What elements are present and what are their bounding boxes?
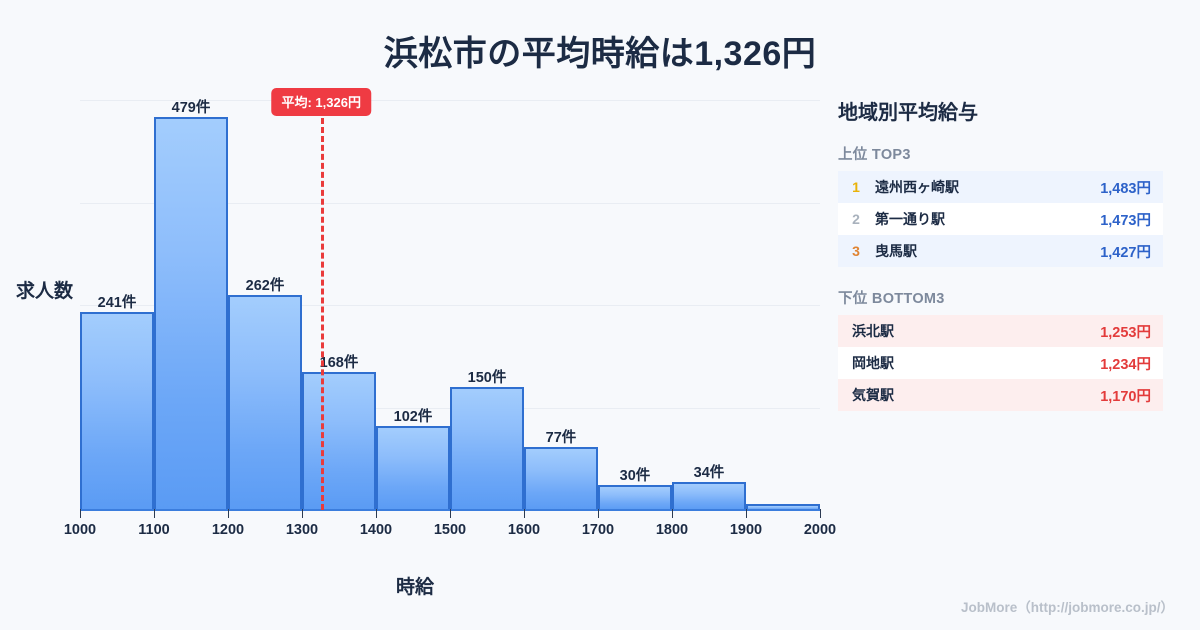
station-wage-value: 1,234円: [1100, 356, 1151, 373]
top3-section-label: 上位 TOP3: [838, 147, 911, 163]
page-title: 浜松市の平均時給は1,326円: [383, 35, 817, 73]
table-row[interactable]: 1 遠州西ヶ崎駅 1,483円: [838, 171, 1163, 203]
x-axis-tick: [450, 509, 451, 518]
x-axis-tick-label: 1200: [211, 522, 245, 538]
station-name: 遠州西ヶ崎駅: [875, 179, 959, 195]
x-axis-tick: [302, 509, 303, 518]
bar-value-label: 34件: [693, 465, 725, 482]
x-axis-title: 時給: [395, 577, 434, 598]
bar: [598, 485, 672, 510]
station-wage-value: 1,253円: [1100, 324, 1151, 341]
bar-value-label: 479件: [171, 100, 211, 117]
x-axis-tick: [672, 509, 673, 518]
x-axis-tick: [80, 509, 81, 518]
bar-value-label: 168件: [319, 355, 359, 372]
station-wage-value: 1,483円: [1100, 180, 1151, 197]
bottom3-table: 浜北駅 1,253円岡地駅 1,234円気賀駅 1,170円: [838, 315, 1163, 411]
station-wage-value: 1,427円: [1100, 244, 1151, 261]
bar: [80, 312, 154, 510]
x-axis-tick-label: 1500: [433, 522, 467, 538]
rank-number: 3: [852, 243, 860, 259]
gridline: [80, 100, 820, 101]
bar-value-label: 77件: [545, 429, 577, 446]
sidebar-title: 地域別平均給与: [838, 102, 978, 124]
bar: [450, 387, 524, 510]
x-axis-tick: [820, 509, 821, 518]
x-axis-tick-label: 1800: [655, 522, 689, 538]
table-row[interactable]: 気賀駅 1,170円: [838, 379, 1163, 411]
station-name: 曳馬駅: [875, 243, 917, 259]
bottom3-section-label: 下位 BOTTOM3: [838, 291, 945, 307]
bar-value-label: 30件: [619, 468, 651, 485]
average-wage-line: [321, 118, 325, 510]
x-axis-tick-label: 1900: [729, 522, 763, 538]
rank-number: 1: [852, 179, 860, 195]
average-wage-badge: 平均: 1,326円: [271, 88, 371, 116]
y-axis-title: 求人数: [16, 281, 74, 302]
x-axis-tick: [376, 509, 377, 518]
footer-watermark: JobMore（http://jobmore.co.jp/）: [961, 600, 1174, 615]
x-axis-tick: [746, 509, 747, 518]
bar-value-label: 150件: [467, 370, 507, 386]
x-axis-tick-label: 1000: [63, 522, 97, 538]
x-axis-tick-label: 1400: [359, 522, 393, 538]
station-wage-value: 1,170円: [1100, 388, 1151, 405]
table-row[interactable]: 浜北駅 1,253円: [838, 315, 1163, 347]
station-name: 第一通り駅: [875, 211, 945, 227]
station-wage-value: 1,473円: [1100, 212, 1151, 229]
bar: [376, 426, 450, 510]
gridline: [80, 202, 820, 204]
bar-value-label: 241件: [97, 295, 137, 312]
x-axis-tick-label: 1300: [285, 522, 319, 538]
plot-area: 241件 479件 262件 168件 102件 150件 77件 30件 34件 1000 110…: [64, 88, 836, 538]
bar: [228, 295, 302, 510]
station-name: 浜北駅: [852, 323, 894, 339]
x-axis-tick-label: 2000: [803, 522, 837, 538]
bar: [672, 482, 746, 510]
x-axis-tick: [154, 509, 155, 518]
gridline: [80, 305, 820, 306]
bar: [746, 504, 820, 510]
bar: [524, 446, 598, 510]
x-axis-tick-label: 1700: [581, 522, 615, 538]
histogram-chart: 求人数 241件 479件 262件 168件 102件 150件 77件 30件 34件 100…: [0, 86, 836, 606]
x-axis-tick: [228, 509, 229, 518]
station-name: 気賀駅: [852, 387, 894, 403]
top3-table: 1 遠州西ヶ崎駅 1,483円 2 第一通り駅 1,473円 3 曳馬駅 1,427円: [838, 171, 1163, 267]
regional-salary-sidebar: 地域別平均給与 上位 TOP3 1 遠州西ヶ崎駅 1,483円 2 第一通り駅 1,473…: [838, 96, 1168, 431]
x-axis-tick: [524, 509, 525, 518]
x-axis-tick-label: 1100: [138, 522, 170, 538]
table-row[interactable]: 2 第一通り駅 1,473円: [838, 203, 1163, 235]
bar-value-label: 102件: [393, 409, 433, 426]
rank-number: 2: [852, 211, 860, 227]
station-name: 岡地駅: [852, 355, 894, 371]
x-axis-tick-label: 1600: [507, 522, 541, 538]
x-axis-tick: [598, 509, 599, 518]
bar: [302, 372, 376, 510]
bar: [154, 117, 228, 510]
bar-value-label: 262件: [245, 278, 285, 295]
table-row[interactable]: 3 曳馬駅 1,427円: [838, 235, 1163, 267]
table-row[interactable]: 岡地駅 1,234円: [838, 347, 1163, 379]
